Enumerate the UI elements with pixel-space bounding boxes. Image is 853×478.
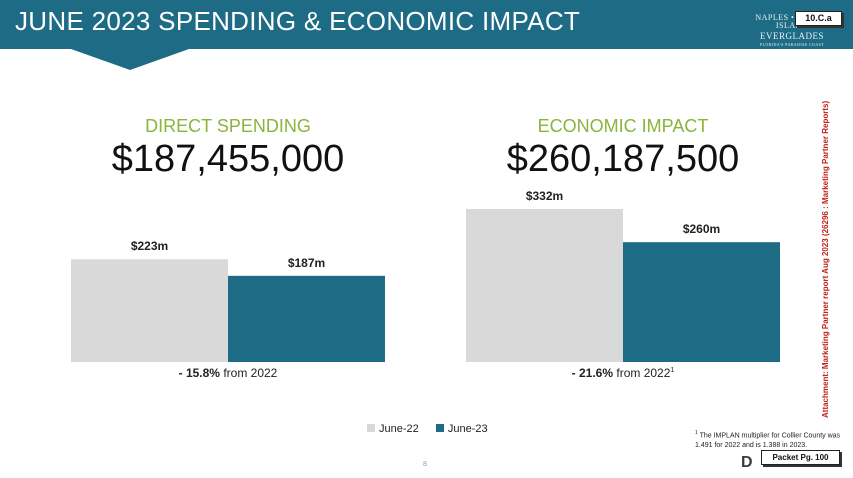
header-notch: [71, 49, 189, 70]
direct-bar-label-june-22: $223m: [131, 239, 168, 253]
economic-bar-june-23: [623, 242, 780, 362]
chart-legend: June-22 June-23: [367, 423, 502, 435]
economic-bar-label-june-23: $260m: [683, 222, 720, 236]
page-title: JUNE 2023 SPENDING & ECONOMIC IMPACT: [15, 6, 581, 36]
direct-change-text: from 2022: [219, 366, 278, 380]
logo-line-2: EVERGLADES: [760, 31, 824, 41]
agenda-item-tag: 10.C.a: [795, 11, 842, 26]
economic-bar-june-22: [466, 209, 623, 362]
economic-change-note: - 21.6% from 20221: [523, 366, 723, 380]
economic-impact-label: ECONOMIC IMPACT: [537, 116, 709, 136]
packet-page-tag: Packet Pg. 100: [761, 450, 840, 465]
direct-change-note: - 15.8% from 2022: [128, 366, 328, 380]
economic-change-percent: - 21.6%: [571, 366, 614, 380]
legend-label-june-23: June-23: [447, 423, 488, 435]
logo-line-1: NAPLES • MARCO ISLAND: [755, 13, 829, 30]
economic-change-footnote-ref: 1: [670, 367, 675, 374]
legend-item-june-22: June-22: [367, 423, 419, 435]
economic-change-text: from 2022: [613, 366, 671, 380]
brand-mark: D: [741, 454, 753, 471]
direct-bar-label-june-23: $187m: [288, 256, 325, 270]
direct-change-percent: - 15.8%: [178, 366, 220, 380]
economic-impact-value: $260,187,500: [506, 138, 740, 180]
footnote-text: The IMPLAN multiplier for Collier County…: [695, 432, 841, 450]
brand-logo: NAPLES • MARCO ISLAND EVERGLADES FLORIDA…: [742, 14, 842, 47]
page-number: 8: [423, 461, 427, 468]
legend-item-june-23: June-23: [435, 423, 488, 435]
attachment-side-text: Attachment: Marketing Partner report Aug…: [821, 100, 830, 418]
footnote: 1 The IMPLAN multiplier for Collier Coun…: [695, 428, 845, 451]
direct-bar-june-23: [228, 275, 385, 362]
logo-line-3: FLORIDA'S PARADISE COAST: [759, 42, 825, 47]
legend-swatch-june-23: [435, 424, 444, 432]
direct-spending-label: DIRECT SPENDING: [145, 116, 311, 136]
direct-spending-value: $187,455,000: [111, 138, 345, 180]
legend-swatch-june-22: [367, 424, 375, 432]
legend-label-june-22: June-22: [379, 423, 419, 435]
footnote-marker: 1: [695, 430, 698, 436]
economic-bar-label-june-22: $332m: [526, 189, 563, 203]
header-bar: [0, 0, 853, 49]
direct-bar-june-22: [71, 259, 228, 362]
